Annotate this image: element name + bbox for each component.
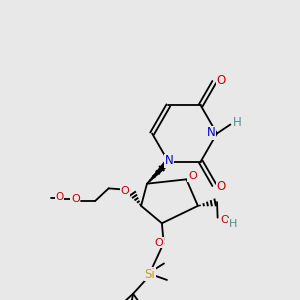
Polygon shape xyxy=(147,160,170,184)
Text: Si: Si xyxy=(144,268,155,281)
Text: O: O xyxy=(121,186,130,196)
Text: O: O xyxy=(71,194,80,204)
Text: O: O xyxy=(221,215,230,225)
Text: N: N xyxy=(207,126,216,140)
Text: O: O xyxy=(216,180,225,193)
Text: O: O xyxy=(55,192,63,203)
Text: N: N xyxy=(165,154,174,167)
Text: O: O xyxy=(188,171,197,181)
Text: H: H xyxy=(229,219,237,229)
Text: O: O xyxy=(217,74,226,87)
Text: H: H xyxy=(232,116,242,130)
Text: O: O xyxy=(154,238,163,248)
